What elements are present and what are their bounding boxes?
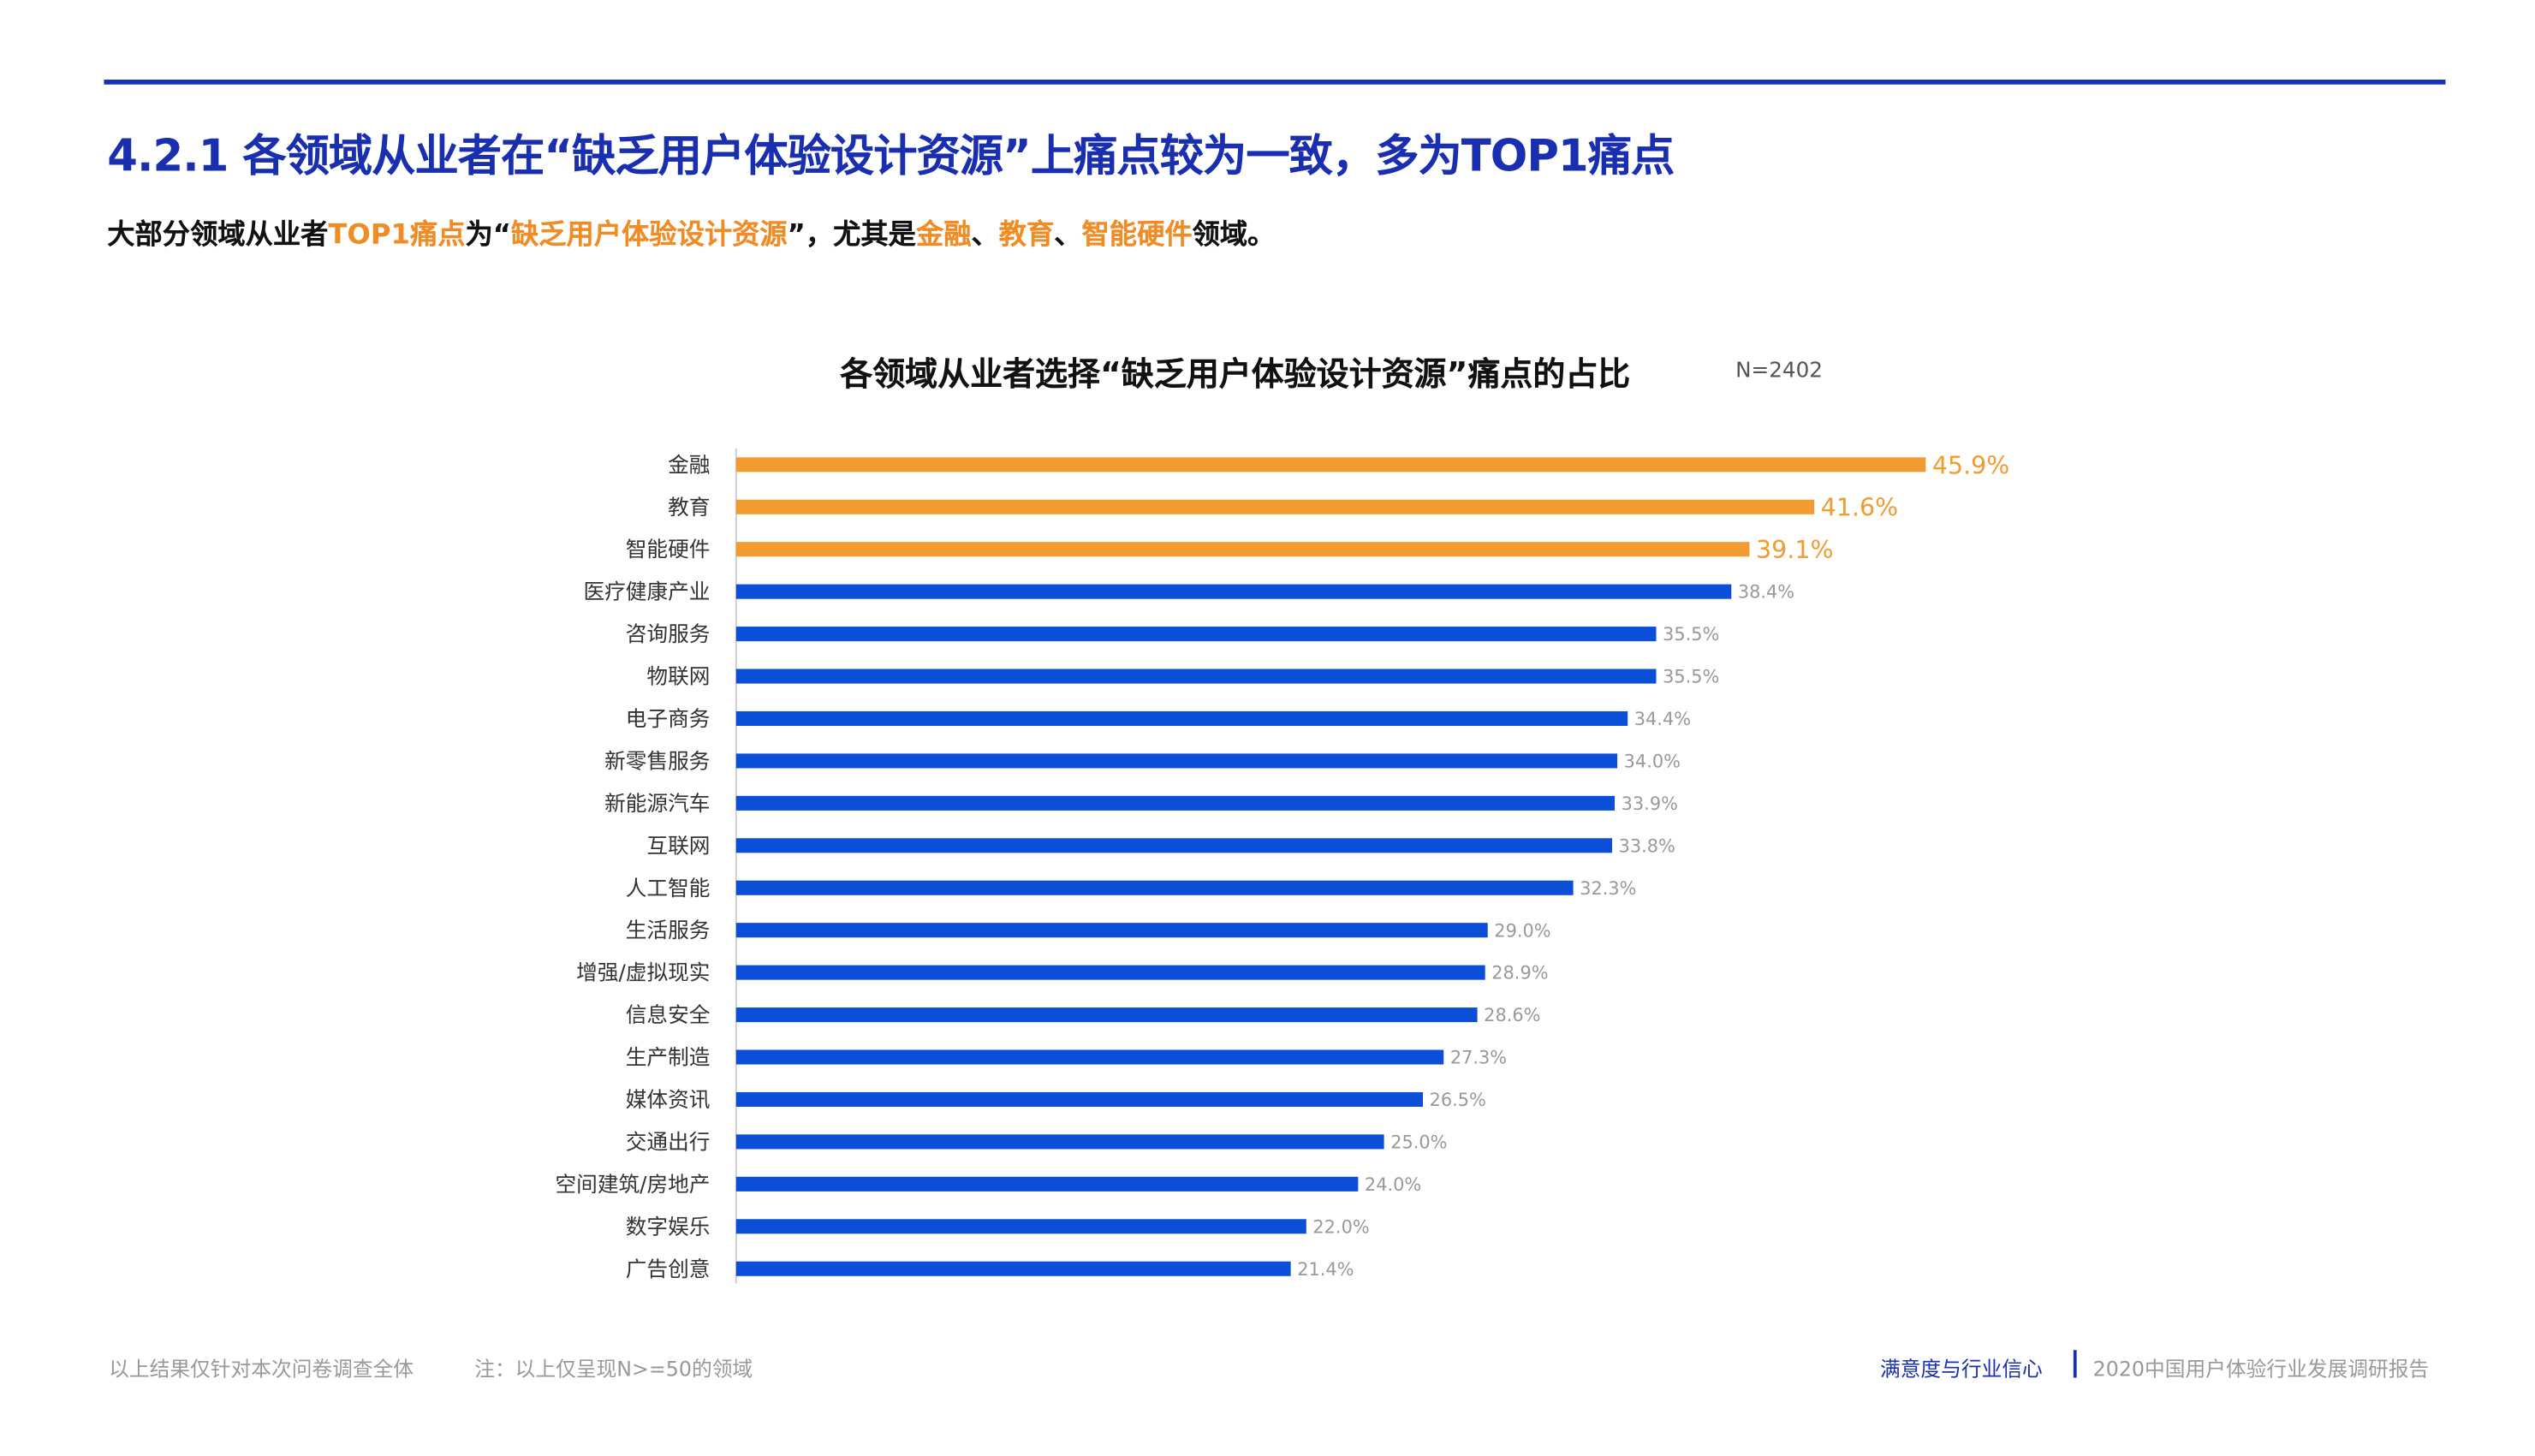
- bar: [735, 1091, 1424, 1108]
- bar: [735, 1134, 1384, 1150]
- category-label: 人工智能: [626, 876, 711, 900]
- subtitle-highlight: TOP1痛点: [328, 219, 466, 253]
- page-title: 4.2.1 各领域从业者在“缺乏用户体验设计资源”上痛点较为一致，多为TOP1痛…: [107, 131, 1675, 182]
- value-label: 38.4%: [1738, 582, 1794, 603]
- footer-separator: [2073, 1350, 2077, 1378]
- category-label: 生产制造: [626, 1045, 711, 1070]
- bar: [735, 795, 1616, 811]
- top-divider: [104, 80, 2446, 85]
- subtitle-text: ”，尤其是: [787, 219, 916, 253]
- bar: [735, 880, 1574, 895]
- value-label: 22.0%: [1312, 1216, 1369, 1237]
- category-label: 数字娱乐: [626, 1214, 711, 1239]
- bar: [735, 838, 1613, 853]
- category-label: 互联网: [646, 833, 710, 858]
- category-label: 新能源汽车: [604, 791, 710, 816]
- value-label: 34.4%: [1634, 709, 1691, 729]
- subtitle-text: 、: [971, 219, 999, 253]
- subtitle-highlight: 智能硬件: [1081, 219, 1193, 253]
- value-label: 24.0%: [1365, 1174, 1421, 1195]
- bar: [735, 1219, 1306, 1234]
- value-label: 41.6%: [1821, 494, 1898, 522]
- value-label: 33.9%: [1622, 793, 1678, 814]
- value-label: 32.3%: [1580, 878, 1636, 899]
- value-label: 35.5%: [1663, 667, 1719, 687]
- bar: [735, 1049, 1444, 1065]
- value-label: 25.0%: [1390, 1132, 1447, 1153]
- category-label: 教育: [668, 495, 710, 520]
- value-label: 29.0%: [1494, 920, 1550, 941]
- category-label: 交通出行: [626, 1129, 711, 1154]
- subtitle-text: 领域。: [1192, 219, 1276, 253]
- bar: [735, 1176, 1359, 1192]
- value-label: 26.5%: [1430, 1090, 1486, 1110]
- subtitle-highlight: 教育: [998, 219, 1055, 253]
- value-label: 27.3%: [1450, 1048, 1507, 1068]
- subtitle-text: 、: [1054, 219, 1082, 253]
- bar: [735, 1261, 1291, 1276]
- value-label: 34.0%: [1624, 752, 1681, 772]
- category-label: 新零售服务: [604, 748, 710, 773]
- subtitle-text: 为“: [465, 219, 511, 253]
- category-label: 增强/虚拟现实: [576, 960, 710, 985]
- bar: [735, 584, 1732, 599]
- subtitle-highlight: 金融: [915, 219, 972, 253]
- chart-title: 各领域从业者选择“缺乏用户体验设计资源”痛点的占比: [840, 354, 1631, 394]
- page-subtitle: 大部分领域从业者TOP1痛点为“缺乏用户体验设计资源”，尤其是金融、教育、智能硬…: [107, 211, 1275, 252]
- bar: [735, 923, 1488, 938]
- category-label: 空间建筑/房地产: [556, 1172, 711, 1197]
- footnote-scope: 以上结果仅针对本次问卷调查全体: [109, 1356, 414, 1382]
- sample-size: N=2402: [1735, 359, 1823, 383]
- category-label: 咨询服务: [626, 621, 711, 646]
- category-label: 医疗健康产业: [583, 579, 710, 604]
- category-label: 信息安全: [626, 1002, 711, 1027]
- subtitle-highlight: 缺乏用户体验设计资源: [510, 219, 788, 253]
- category-label: 电子商务: [626, 706, 711, 731]
- value-label: 45.9%: [1932, 451, 2009, 479]
- bar: [735, 669, 1657, 684]
- bar: [735, 457, 1926, 472]
- section-label: 满意度与行业信心: [1879, 1356, 2043, 1382]
- bar: [735, 499, 1815, 514]
- value-label: 21.4%: [1297, 1259, 1354, 1280]
- footnote-filter: 注：以上仅呈现N>=50的领域: [474, 1356, 753, 1382]
- bar: [735, 1007, 1478, 1023]
- value-label: 28.6%: [1484, 1005, 1540, 1025]
- bar: [735, 542, 1750, 557]
- bar: [735, 753, 1618, 769]
- category-label: 金融: [668, 452, 710, 477]
- bar: [735, 627, 1657, 642]
- category-label: 媒体资讯: [626, 1087, 711, 1112]
- value-label: 35.5%: [1663, 624, 1719, 645]
- category-label: 广告创意: [626, 1257, 711, 1281]
- category-label: 物联网: [646, 664, 710, 689]
- bar: [735, 710, 1628, 727]
- value-label: 39.1%: [1756, 536, 1833, 564]
- category-label: 生活服务: [626, 918, 711, 942]
- category-label: 智能硬件: [626, 537, 711, 562]
- value-label: 28.9%: [1491, 963, 1548, 984]
- subtitle-text: 大部分领域从业者: [107, 219, 329, 253]
- value-label: 33.8%: [1619, 835, 1675, 856]
- report-name: 2020中国用户体验行业发展调研报告: [2092, 1356, 2430, 1382]
- bar: [735, 965, 1485, 980]
